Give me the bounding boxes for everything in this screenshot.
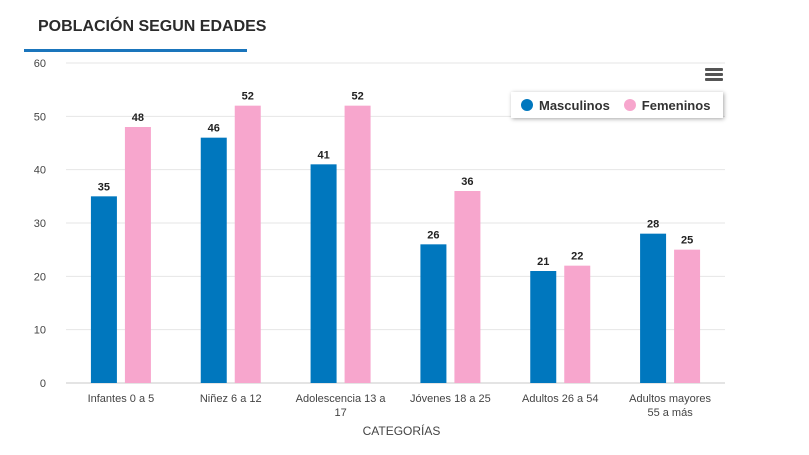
y-tick-label: 20	[34, 271, 46, 283]
data-label: 35	[98, 181, 110, 193]
y-tick-label: 60	[34, 58, 46, 70]
legend-dot-femeninos	[623, 99, 636, 111]
legend-label-masculinos: Masculinos	[539, 97, 610, 113]
data-label: 52	[351, 91, 363, 103]
data-label: 48	[132, 112, 144, 124]
chart-header: POBLACIÓN SEGUN EDADES	[24, 0, 266, 54]
data-label: 25	[681, 235, 693, 247]
y-tick-label: 30	[34, 218, 46, 230]
data-label: 52	[242, 91, 254, 103]
y-tick-label: 10	[34, 325, 46, 337]
data-label: 46	[208, 123, 220, 135]
bar-masculinos	[640, 233, 667, 383]
data-label: 28	[647, 219, 659, 231]
data-label: 21	[537, 256, 549, 268]
y-tick-label: 40	[34, 165, 46, 177]
page-title: POBLACIÓN SEGUN EDADES	[38, 18, 267, 35]
bar-femeninos	[234, 105, 261, 384]
bar-masculinos	[420, 244, 447, 383]
header-underline	[24, 49, 247, 52]
data-label: 22	[571, 251, 583, 263]
x-axis-title: CATEGORÍAS	[363, 423, 441, 438]
data-label: 41	[317, 149, 329, 161]
data-label: 26	[427, 229, 439, 241]
x-tick-label: Adultos 26 a 54	[522, 393, 598, 405]
x-tick-label: Adolescencia 13 a 17	[296, 393, 387, 419]
x-tick-label: Infantes 0 a 5	[88, 393, 155, 405]
legend-label-femeninos: Femeninos	[641, 97, 711, 113]
bar-masculinos	[200, 137, 227, 383]
x-tick-label: Niñez 6 a 12	[200, 393, 262, 405]
bar-masculinos	[90, 196, 117, 383]
y-tick-label: 50	[34, 111, 46, 123]
bar-masculinos	[530, 271, 557, 383]
data-label: 36	[461, 176, 473, 188]
bar-femeninos	[674, 249, 701, 383]
bar-femeninos	[124, 127, 151, 383]
bar-femeninos	[454, 191, 481, 383]
bar-femeninos	[344, 105, 371, 384]
x-tick-label: Adultos mayores 55 a más	[629, 393, 711, 419]
legend-item-femeninos[interactable]: Femeninos	[623, 97, 711, 113]
bar-masculinos	[310, 164, 337, 383]
x-tick-label: Jóvenes 18 a 25	[410, 393, 491, 405]
hamburger-menu-icon[interactable]	[705, 68, 723, 82]
chart-legend: Masculinos Femeninos	[511, 92, 723, 118]
legend-item-masculinos[interactable]: Masculinos	[521, 98, 610, 113]
legend-dot-masculinos	[521, 99, 533, 111]
y-tick-label: 0	[40, 378, 46, 390]
bar-femeninos	[564, 265, 591, 383]
